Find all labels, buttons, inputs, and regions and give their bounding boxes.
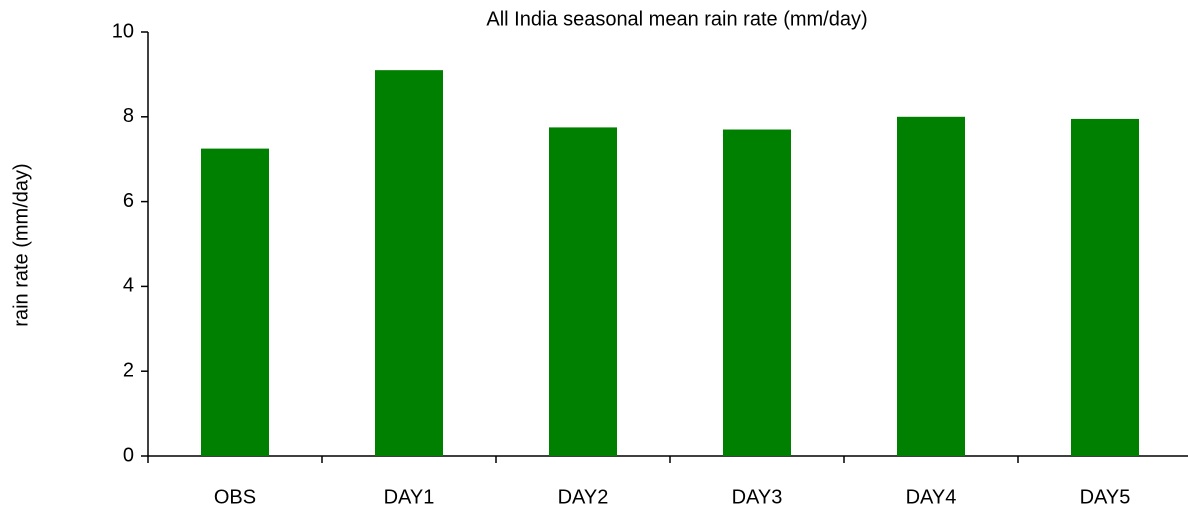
x-tick-label: DAY5	[1080, 486, 1131, 508]
bar	[897, 116, 965, 457]
y-tick-label: 4	[123, 275, 134, 297]
chart-title: All India seasonal mean rain rate (mm/da…	[486, 8, 867, 30]
y-tick-label: 8	[123, 105, 134, 127]
x-tick-label: DAY1	[384, 486, 435, 508]
y-tick-label: 2	[123, 359, 134, 381]
bar	[375, 70, 443, 456]
x-tick-label: DAY2	[558, 486, 609, 508]
bar	[723, 129, 791, 456]
y-tick-label: 0	[123, 444, 134, 466]
x-tick-label: OBS	[214, 486, 256, 508]
bar	[549, 127, 617, 457]
x-tick-label: DAY3	[732, 486, 783, 508]
bar	[1071, 118, 1139, 457]
y-tick-label: 10	[112, 20, 134, 42]
y-axis-label: rain rate (mm/day)	[10, 163, 32, 326]
y-tick-label: 6	[123, 190, 134, 212]
bar	[201, 148, 269, 456]
x-tick-label: DAY4	[906, 486, 957, 508]
